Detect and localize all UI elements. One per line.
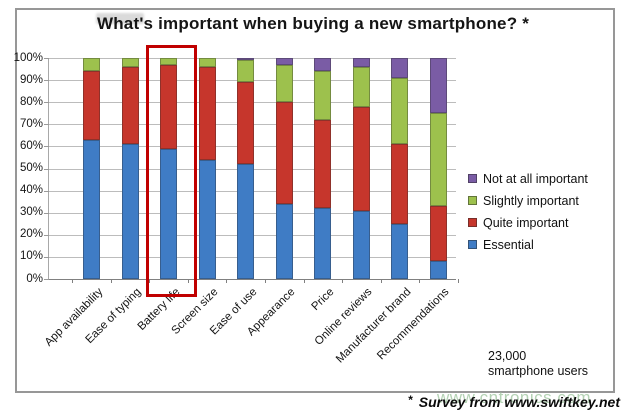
y-label-40-: 40%	[19, 184, 43, 197]
segment-essential-ease-of-typing	[121, 144, 139, 279]
segment-slightly-important-app-availability	[83, 58, 100, 72]
x-tick-mark	[149, 279, 151, 283]
x-axis-line	[49, 279, 456, 280]
y-label-10-: 10%	[19, 250, 43, 263]
y-label-60-: 60%	[19, 139, 43, 152]
x-tick-mark	[110, 279, 112, 283]
y-label-70-: 70%	[19, 117, 43, 130]
segment-quite-important-price	[314, 119, 332, 209]
y-label-80-: 80%	[19, 95, 43, 108]
y-label-50-: 50%	[19, 162, 43, 174]
y-tick-mark	[44, 169, 49, 170]
segment-slightly-important-online-reviews	[352, 66, 370, 107]
segment-not-at-all-important-price	[314, 58, 332, 72]
legend-label-quite-important: Quite important	[483, 215, 569, 230]
y-label-90-: 90%	[19, 73, 43, 86]
plot-area	[44, 58, 459, 283]
segment-quite-important-app-availability	[83, 71, 100, 140]
segment-quite-important-online-reviews	[352, 106, 370, 211]
legend: Not at all important Slightly important Qu…	[468, 172, 588, 260]
segment-quite-important-battery-life	[160, 64, 178, 149]
x-tick-mark	[342, 279, 344, 283]
segment-slightly-important-appearance	[275, 64, 293, 103]
y-label-30-: 30%	[19, 206, 43, 219]
segment-essential-app-availability	[83, 139, 100, 279]
segment-not-at-all-important-ease-of-use	[237, 58, 255, 61]
sample-size-note: 23,000 smartphone users	[488, 349, 588, 379]
x-tick-mark	[303, 279, 305, 283]
segment-essential-ease-of-use	[237, 164, 255, 279]
segment-quite-important-appearance	[275, 102, 293, 204]
sample-size-line2: smartphone users	[488, 364, 589, 378]
segment-quite-important-manufacturer-brand	[391, 144, 409, 224]
segment-slightly-important-price	[314, 71, 332, 120]
footnote-asterisk: *	[408, 393, 413, 407]
legend-swatch-quite-important	[468, 218, 477, 227]
y-label-0-: 0%	[26, 272, 43, 285]
legend-label-slightly-important: Slightly important	[483, 193, 579, 208]
segment-not-at-all-important-recommendations	[429, 58, 447, 114]
legend-swatch-essential	[468, 240, 477, 249]
segment-essential-battery-life	[160, 148, 178, 279]
legend-item-quite-important: Quite important	[468, 215, 588, 230]
segment-slightly-important-screen-size	[198, 58, 216, 67]
legend-item-not-at-all-important: Not at all important	[468, 171, 588, 186]
y-tick-mark	[44, 213, 49, 214]
segment-not-at-all-important-manufacturer-brand	[391, 58, 409, 78]
y-tick-mark	[44, 80, 49, 81]
segment-quite-important-ease-of-typing	[121, 66, 139, 145]
segment-essential-online-reviews	[352, 210, 370, 279]
x-tick-mark	[187, 279, 189, 283]
segment-quite-important-ease-of-use	[237, 82, 255, 165]
y-tick-mark	[44, 257, 49, 258]
sample-size-line1: 23,000	[488, 349, 527, 363]
y-label-100-: 100%	[13, 51, 43, 64]
x-tick-mark	[72, 279, 74, 283]
segment-quite-important-recommendations	[429, 206, 447, 262]
chart-title: What's important when buying a new smart…	[96, 14, 530, 33]
y-tick-mark	[44, 124, 49, 125]
watermark-smudge	[96, 13, 144, 24]
y-tick-mark	[44, 235, 49, 236]
legend-swatch-not-at-all-important	[468, 174, 477, 183]
site-watermark: www.cntronics.com	[437, 388, 591, 407]
segment-essential-price	[314, 208, 332, 279]
legend-swatch-slightly-important	[468, 196, 477, 205]
y-tick-mark	[44, 58, 49, 59]
segment-essential-screen-size	[198, 159, 216, 279]
survey-footnote: * Survey from www.swiftkey.net	[408, 393, 620, 410]
y-tick-mark	[44, 102, 49, 103]
segment-essential-manufacturer-brand	[391, 223, 409, 279]
legend-label-essential: Essential	[483, 237, 534, 252]
y-tick-mark	[44, 279, 49, 280]
legend-item-essential: Essential	[468, 237, 588, 252]
battery-life-highlight-box	[146, 45, 197, 297]
x-tick-mark	[457, 279, 459, 283]
y-axis-labels: 0% 10% 20% 30% 40% 50% 60% 70% 80% 90% 100%	[0, 52, 44, 285]
segment-essential-appearance	[275, 203, 293, 279]
y-tick-mark	[44, 146, 49, 147]
x-tick-mark	[226, 279, 228, 283]
x-tick-mark	[380, 279, 382, 283]
legend-label-not-at-all-important: Not at all important	[483, 171, 588, 186]
footnote-text: Survey from www.swiftkey.net	[418, 394, 620, 410]
segment-not-at-all-important-online-reviews	[352, 58, 370, 67]
segment-slightly-important-ease-of-typing	[121, 58, 139, 67]
y-tick-mark	[44, 191, 49, 192]
legend-item-slightly-important: Slightly important	[468, 193, 588, 208]
segment-quite-important-screen-size	[198, 66, 216, 160]
segment-slightly-important-manufacturer-brand	[391, 77, 409, 145]
segment-not-at-all-important-appearance	[275, 58, 293, 65]
segment-slightly-important-ease-of-use	[237, 60, 255, 83]
segment-slightly-important-battery-life	[160, 58, 178, 65]
x-tick-mark	[264, 279, 266, 283]
segment-slightly-important-recommendations	[429, 113, 447, 207]
x-tick-mark	[419, 279, 421, 283]
y-label-20-: 20%	[19, 228, 43, 241]
segment-essential-recommendations	[429, 261, 447, 279]
